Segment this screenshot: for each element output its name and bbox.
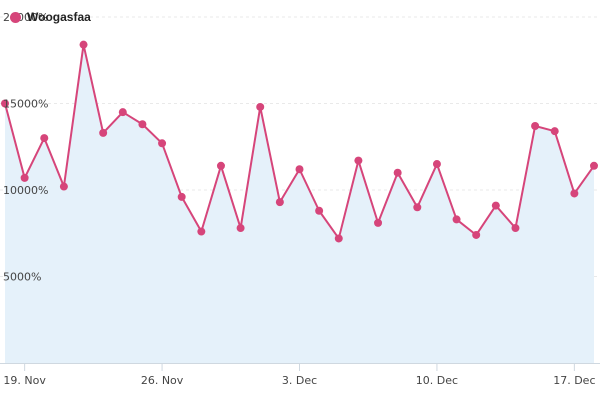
data-point[interactable] bbox=[452, 215, 461, 224]
data-point[interactable] bbox=[315, 206, 324, 215]
data-point[interactable] bbox=[550, 127, 559, 136]
data-point[interactable] bbox=[236, 224, 245, 233]
data-point[interactable] bbox=[511, 224, 520, 233]
series-points bbox=[1, 40, 598, 243]
data-point[interactable] bbox=[1, 99, 9, 108]
x-axis-tick-labels: 19. Nov 26. Nov 3. Dec 10. Dec 17. Dec bbox=[3, 374, 595, 387]
area-fill bbox=[5, 44, 594, 364]
data-point[interactable] bbox=[354, 156, 363, 165]
y-axis-tick-labels: 5000%10000%15000%20000% bbox=[3, 11, 48, 284]
data-point[interactable] bbox=[334, 234, 343, 243]
x-tick-label: 10. Dec bbox=[416, 374, 458, 387]
data-point[interactable] bbox=[491, 201, 500, 210]
legend-label: Woogasfaa bbox=[27, 10, 91, 24]
data-point[interactable] bbox=[197, 227, 206, 236]
data-point[interactable] bbox=[216, 161, 225, 170]
x-tick-label: 26. Nov bbox=[141, 374, 184, 387]
data-point[interactable] bbox=[138, 120, 147, 129]
y-tick-label: 10000% bbox=[3, 184, 48, 197]
data-point[interactable] bbox=[59, 182, 68, 191]
data-point[interactable] bbox=[374, 218, 383, 227]
data-point[interactable] bbox=[295, 165, 304, 174]
x-tick-label: 3. Dec bbox=[282, 374, 317, 387]
y-tick-label: 5000% bbox=[3, 271, 41, 284]
data-point[interactable] bbox=[472, 230, 481, 239]
data-point[interactable] bbox=[99, 128, 108, 137]
data-point[interactable] bbox=[413, 203, 422, 212]
x-tick-label: 19. Nov bbox=[3, 374, 46, 387]
data-point[interactable] bbox=[432, 160, 441, 169]
legend[interactable]: Woogasfaa bbox=[10, 10, 91, 24]
x-tick-label: 17. Dec bbox=[553, 374, 595, 387]
data-point[interactable] bbox=[590, 161, 598, 170]
y-tick-label: 15000% bbox=[3, 98, 48, 111]
data-point[interactable] bbox=[118, 108, 127, 117]
data-point[interactable] bbox=[256, 102, 265, 111]
data-point[interactable] bbox=[275, 198, 284, 207]
series-area bbox=[5, 44, 594, 364]
legend-swatch bbox=[10, 11, 21, 23]
data-point[interactable] bbox=[20, 173, 29, 182]
data-point[interactable] bbox=[40, 134, 49, 143]
x-axis bbox=[0, 363, 600, 371]
data-point[interactable] bbox=[177, 192, 186, 201]
data-point[interactable] bbox=[570, 189, 579, 198]
data-point[interactable] bbox=[79, 40, 88, 49]
data-point[interactable] bbox=[531, 121, 540, 130]
data-point[interactable] bbox=[393, 168, 402, 177]
data-point[interactable] bbox=[158, 139, 167, 148]
